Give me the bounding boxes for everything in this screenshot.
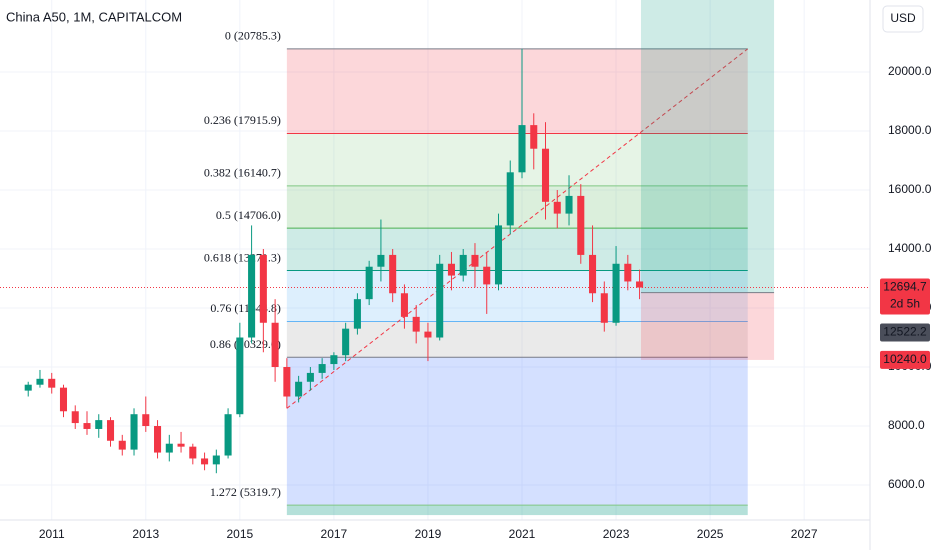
candle-body [224,414,232,456]
candle-body [259,254,267,323]
candle-body [342,328,350,356]
candle-body [59,387,68,412]
fib-label: 0.618 (13271.3) [204,250,281,264]
candle-body [177,443,185,447]
fib-label: 0.5 (14706.0) [216,208,281,222]
candle-body [154,426,162,453]
x-tick-label: 2015 [226,527,253,541]
currency-button[interactable] [882,5,924,33]
fib-zone [286,133,748,186]
y-tick-label: 18000.0 [888,123,932,137]
fib-label: 0.236 (17915.9) [204,113,281,127]
last-price-badge [880,278,930,315]
candle-body [353,299,361,329]
candle-body [365,266,373,300]
fib-zone [286,505,748,516]
candle-body [236,337,244,415]
candle-body [459,254,467,276]
candle-body [600,293,608,323]
x-tick-label: 2013 [132,527,159,541]
x-tick-label: 2021 [509,527,536,541]
fib-label: 0.76 (11544.8) [210,301,281,315]
candle-body [389,254,397,294]
candle-body [483,266,491,285]
x-tick-label: 2017 [321,527,348,541]
candle-body [541,148,550,202]
candle-body [95,420,103,429]
x-tick-label: 2019 [415,527,442,541]
candle-body [624,263,632,282]
candle-body [48,378,56,388]
candle-body [118,440,126,450]
candle-body [518,125,526,173]
fib-label: 0.382 (16140.7) [204,166,281,180]
stop-zone [640,292,775,360]
candle-body [106,420,115,441]
candle-body [201,458,209,465]
candle-body [447,263,455,276]
target-zone [640,0,775,293]
candle-body [189,446,197,459]
last-price-label: 12694.7 [883,280,927,294]
candle-body [295,381,303,397]
entry-badge [880,323,930,342]
fib-zone [286,48,748,134]
candle-body [24,384,32,391]
fib-label: 0.86 (10329.0) [210,337,281,351]
candle-body [436,263,444,338]
candle-body [71,411,79,424]
chart-title: China A50, 1M, CAPITALCOM [6,9,182,24]
countdown-label: 2d 5h [890,297,920,311]
x-tick-label: 2011 [39,527,65,541]
candle-body [36,378,44,385]
fib-zone [286,357,748,506]
candle-body [412,316,420,332]
y-tick-label: 14000.0 [888,241,932,255]
candle-body [377,254,385,267]
x-tick-label: 2025 [697,527,724,541]
candle-body [306,372,314,382]
fib-zone [286,185,748,229]
candle-body [553,201,561,214]
y-tick-label: 6000.0 [888,477,925,491]
candle-body [330,355,338,365]
stop-label: 10240.0 [883,352,927,366]
candle-body [506,172,514,226]
stop-badge [880,350,930,369]
candle-body [165,443,173,453]
candle-body [142,414,150,427]
y-tick-label: 16000.0 [888,182,932,196]
candle-body [612,263,620,323]
x-tick-label: 2027 [791,527,818,541]
candle-body [400,293,408,317]
candle-body [318,364,326,373]
fib-label: 0 (20785.3) [225,29,281,43]
x-tick-label: 2023 [603,527,630,541]
candle-body [212,455,220,465]
candle-body [83,423,91,429]
candle-body [494,225,503,285]
candle-body [471,254,479,267]
fib-zone [286,228,748,271]
candle-body [283,367,291,397]
y-tick-label: 8000.0 [888,418,925,432]
candle-body [636,281,644,288]
entry-label: 12522.2 [883,325,927,339]
currency: USD [890,11,916,25]
fib-zone [286,321,748,358]
candle-body [589,254,597,294]
candle-body [565,195,573,214]
candle-body [577,195,585,255]
candle-body [271,322,279,368]
fib-label: 1.272 (5319.7) [210,485,281,499]
candle-body [424,331,432,338]
fib-zone [286,270,748,322]
candle-body [530,125,538,149]
y-tick-label: 20000.0 [888,64,932,78]
candle-body [130,414,138,450]
candle-body [248,254,256,338]
